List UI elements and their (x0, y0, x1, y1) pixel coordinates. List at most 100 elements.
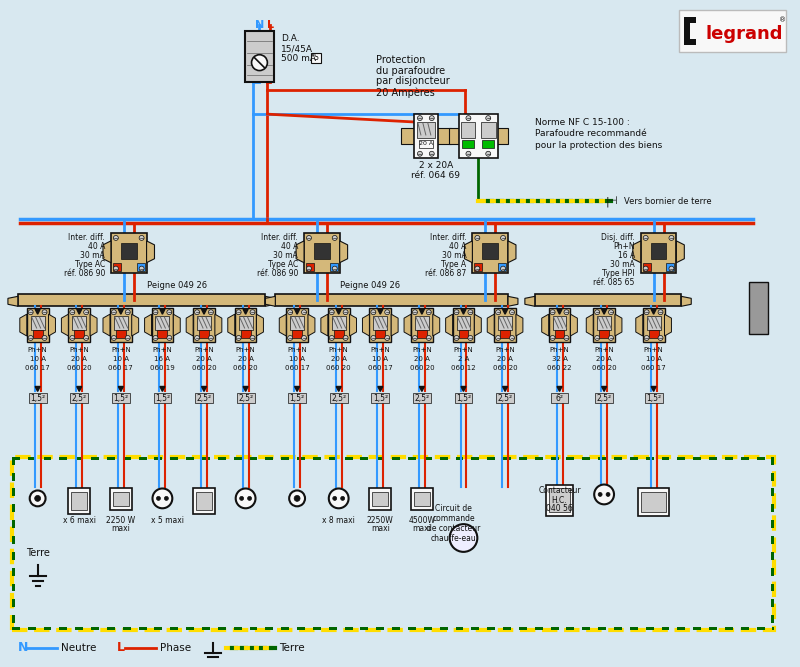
Text: ®: ® (779, 17, 786, 23)
Text: 20 A: 20 A (414, 356, 430, 362)
Text: Ph+N: Ph+N (412, 347, 432, 353)
Text: Inter. diff.: Inter. diff. (262, 233, 298, 242)
Bar (234, 457, 242, 460)
Circle shape (594, 309, 600, 315)
Text: 10 A: 10 A (372, 356, 388, 362)
Circle shape (669, 235, 674, 240)
Bar (645, 394, 662, 404)
Circle shape (28, 309, 33, 315)
Circle shape (496, 336, 501, 340)
Text: 20 A: 20 A (497, 356, 513, 362)
Polygon shape (474, 314, 482, 336)
Circle shape (430, 115, 434, 121)
Bar (29, 394, 46, 404)
Polygon shape (294, 309, 299, 314)
Text: 20 A: 20 A (418, 141, 433, 146)
Circle shape (157, 496, 161, 500)
Text: 060 17: 060 17 (109, 365, 133, 371)
Bar (158, 330, 167, 338)
Polygon shape (118, 386, 123, 392)
Bar (595, 394, 613, 404)
Polygon shape (336, 386, 341, 392)
Circle shape (247, 496, 251, 500)
Polygon shape (202, 386, 206, 392)
Bar (546, 484, 574, 516)
Circle shape (294, 496, 300, 502)
Polygon shape (279, 314, 286, 336)
Text: Peigne 049 26: Peigne 049 26 (146, 281, 206, 290)
Bar (197, 316, 211, 330)
Polygon shape (419, 309, 424, 314)
Circle shape (114, 235, 118, 240)
Bar (598, 457, 606, 460)
Bar (453, 308, 474, 342)
Bar (678, 627, 686, 630)
Bar (361, 457, 369, 460)
Circle shape (111, 336, 116, 340)
Bar (566, 457, 574, 460)
Polygon shape (682, 296, 691, 306)
Bar (684, 17, 696, 45)
Bar (554, 330, 565, 338)
Bar (107, 457, 115, 460)
Polygon shape (465, 241, 472, 263)
Text: maxi: maxi (413, 524, 431, 532)
Polygon shape (35, 386, 40, 392)
Bar (371, 394, 389, 404)
Polygon shape (294, 386, 299, 392)
Bar (496, 394, 514, 404)
Circle shape (332, 266, 338, 271)
Bar (155, 316, 170, 330)
Text: Type AC: Type AC (268, 260, 298, 269)
Bar (266, 627, 274, 630)
Circle shape (413, 336, 418, 340)
Circle shape (302, 309, 306, 315)
Text: 060 19: 060 19 (150, 365, 174, 371)
Bar (361, 627, 369, 630)
Bar (12, 584, 15, 592)
Bar (12, 627, 20, 630)
Bar (186, 457, 194, 460)
Bar (250, 457, 258, 460)
Text: 10 A: 10 A (113, 356, 129, 362)
Circle shape (475, 266, 480, 271)
Bar (594, 308, 615, 342)
Circle shape (30, 490, 46, 506)
Bar (110, 308, 132, 342)
Circle shape (167, 336, 172, 340)
Circle shape (240, 496, 244, 500)
Bar (550, 394, 569, 404)
Bar (311, 53, 321, 63)
Bar (503, 457, 511, 460)
Bar (286, 308, 308, 342)
Text: Terre: Terre (26, 548, 50, 558)
Circle shape (164, 496, 168, 500)
Polygon shape (35, 309, 40, 314)
Bar (121, 243, 137, 259)
Polygon shape (202, 309, 206, 314)
Polygon shape (461, 309, 466, 314)
Bar (582, 627, 590, 630)
Circle shape (486, 151, 490, 156)
Text: x 8 maxi: x 8 maxi (322, 516, 355, 525)
Polygon shape (77, 386, 82, 392)
Bar (123, 457, 130, 460)
Bar (113, 263, 121, 271)
Text: 1,5²: 1,5² (114, 394, 128, 403)
Circle shape (209, 336, 214, 340)
Text: x 5 maxi: x 5 maxi (151, 516, 184, 525)
Polygon shape (62, 314, 68, 336)
Text: 060 20: 060 20 (592, 365, 617, 371)
Bar (376, 627, 384, 630)
Bar (553, 316, 566, 330)
Polygon shape (257, 314, 263, 336)
Circle shape (468, 336, 473, 340)
Bar (33, 330, 42, 338)
Text: 1,5²: 1,5² (646, 394, 661, 403)
Bar (186, 627, 194, 630)
Bar (234, 308, 257, 342)
Bar (771, 473, 774, 480)
Text: Disj. diff.: Disj. diff. (601, 233, 634, 242)
Bar (12, 568, 15, 576)
Bar (494, 308, 516, 342)
